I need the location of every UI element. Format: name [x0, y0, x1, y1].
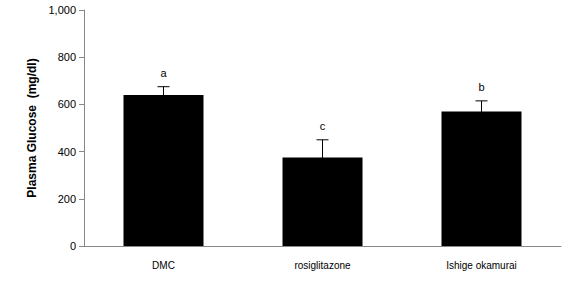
- svg-text:800: 800: [58, 51, 76, 63]
- svg-text:0: 0: [70, 240, 76, 252]
- svg-text:Ishige okamurai: Ishige okamurai: [446, 260, 517, 271]
- svg-text:200: 200: [58, 193, 76, 205]
- svg-text:DMC: DMC: [152, 260, 175, 271]
- svg-text:b: b: [478, 81, 484, 93]
- svg-text:600: 600: [58, 98, 76, 110]
- svg-text:Plasma Glucose (mg/dl): Plasma Glucose (mg/dl): [25, 58, 39, 197]
- svg-text:400: 400: [58, 146, 76, 158]
- svg-text:1,000: 1,000: [48, 4, 76, 16]
- svg-text:a: a: [160, 67, 167, 79]
- svg-text:rosiglitazone: rosiglitazone: [294, 260, 351, 271]
- svg-text:c: c: [320, 120, 326, 132]
